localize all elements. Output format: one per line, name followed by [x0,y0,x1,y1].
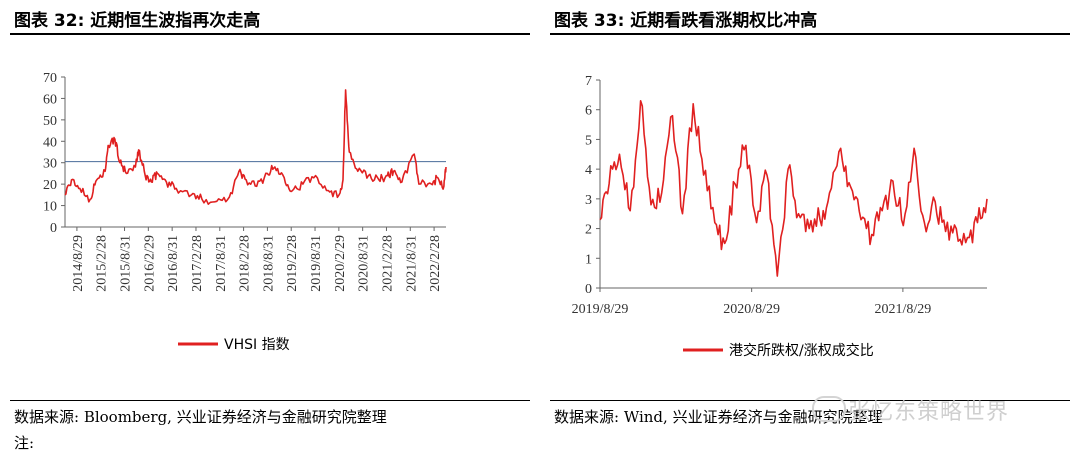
left-chart-panel: 图表 32: 近期恒生波指再次走高 0 10 20 30 40 50 60 70 2014/8/… [0,0,530,456]
series-line [599,99,988,277]
x-tick-label: 2016/2/29 [142,235,157,292]
y-tick-label: 2 [585,223,592,238]
x-tick-label: 2018/8/31 [261,235,276,292]
source-divider [550,400,1070,401]
chart-title: 图表 32: 近期恒生波指再次走高 [14,11,261,31]
y-tick-label: 5 [585,133,592,148]
x-tick-label: 2017/8/31 [214,235,229,292]
y-tick-label: 40 [43,135,57,150]
note-text: 注: [14,434,35,452]
source-text: 数据来源: Bloomberg, 兴业证券经济与金融研究院整理 [14,408,387,426]
x-tick-label: 2021/8/29 [874,302,931,317]
x-tick-label: 2015/2/28 [95,235,110,292]
x-tick-label: 2018/2/28 [238,235,253,292]
source-divider [10,400,530,401]
y-tick-label: 20 [43,178,57,193]
y-tick-label: 1 [585,252,592,267]
title-divider [10,33,530,35]
title-divider [550,33,1070,35]
vhsi-line-chart: 0 10 20 30 40 50 60 70 2014/8/29 2015/2/28 2015/8/… [43,71,447,353]
y-tick-label: 10 [43,200,57,215]
right-chart-panel: 图表 33: 近期看跌看涨期权比冲高 0 1 2 3 4 5 6 7 2019/8/29 2020… [540,0,1070,456]
put-call-ratio-line-chart: 0 1 2 3 4 5 6 7 2019/8/29 2020/8/29 2021/8/29 港交所跌权… [572,74,988,359]
y-tick-label: 0 [585,282,592,297]
y-tick-label: 30 [43,157,57,172]
y-tick-label: 60 [43,92,57,107]
legend-label: 港交所跌权/涨权成交比 [729,342,874,359]
y-tick-label: 70 [43,71,57,86]
x-tick-label: 2020/8/31 [357,235,372,292]
y-tick-label: 0 [50,221,57,236]
x-tick-label: 2017/2/28 [190,235,205,292]
series-line [64,89,447,205]
y-tick-label: 3 [585,193,592,208]
x-tick-label: 2022/2/28 [428,235,443,292]
chart-title: 图表 33: 近期看跌看涨期权比冲高 [554,11,818,31]
x-tick-label: 2021/8/31 [404,235,419,292]
y-tick-label: 7 [585,74,592,89]
x-tick-label: 2014/8/29 [71,235,86,292]
wechat-icon [812,396,846,422]
x-tick-label: 2016/8/31 [166,235,181,292]
source-text: 数据来源: Wind, 兴业证券经济与金融研究院整理 [554,408,883,426]
y-tick-label: 6 [585,104,592,119]
x-tick-label: 2019/2/28 [285,235,300,292]
x-tick-label: 2020/2/29 [333,235,348,292]
x-tick-label: 2021/2/28 [380,235,395,292]
watermark: 张忆东策略世界 [848,400,1010,425]
x-tick-label: 2019/8/31 [309,235,324,292]
x-tick-label: 2019/8/29 [572,302,629,317]
x-tick-label: 2020/8/29 [723,302,780,317]
legend-label: VHSI 指数 [224,337,290,353]
y-tick-label: 50 [43,114,57,129]
y-tick-label: 4 [585,163,592,178]
x-tick-label: 2015/8/31 [119,235,134,292]
